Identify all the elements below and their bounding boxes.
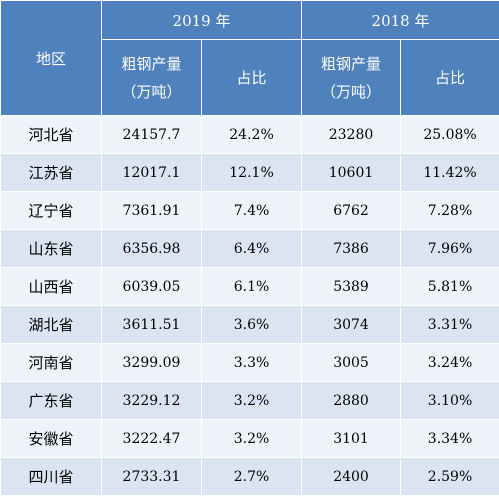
header-output-label: 粗钢产量 — [302, 50, 400, 78]
share-2018-cell: 25.08% — [401, 116, 499, 154]
share-2018-cell: 5.81% — [401, 268, 499, 306]
region-cell: 山东省 — [1, 230, 102, 268]
header-share-2018: 占比 — [401, 40, 499, 116]
region-cell: 广东省 — [1, 382, 102, 420]
output-2018-cell: 3074 — [302, 306, 401, 344]
share-2019-cell: 6.4% — [202, 230, 302, 268]
table-row: 辽宁省 7361.91 7.4% 6762 7.28% — [1, 192, 499, 230]
share-2019-cell: 6.1% — [202, 268, 302, 306]
share-2019-cell: 24.2% — [202, 116, 302, 154]
output-2018-cell: 5389 — [302, 268, 401, 306]
share-2018-cell: 3.24% — [401, 344, 499, 382]
table-row: 河北省 24157.7 24.2% 23280 25.08% — [1, 116, 499, 154]
share-2019-cell: 7.4% — [202, 192, 302, 230]
output-2019-cell: 3611.51 — [102, 306, 202, 344]
output-2019-cell: 3222.47 — [102, 420, 202, 458]
header-year-2019: 2019 年 — [102, 1, 302, 40]
share-2019-cell: 3.3% — [202, 344, 302, 382]
output-2018-cell: 3005 — [302, 344, 401, 382]
output-2018-cell: 23280 — [302, 116, 401, 154]
output-2018-cell: 3101 — [302, 420, 401, 458]
region-cell: 江苏省 — [1, 154, 102, 192]
region-cell: 辽宁省 — [1, 192, 102, 230]
table-row: 广东省 3229.12 3.2% 2880 3.10% — [1, 382, 499, 420]
table-row: 湖北省 3611.51 3.6% 3074 3.31% — [1, 306, 499, 344]
output-2018-cell: 10601 — [302, 154, 401, 192]
share-2019-cell: 3.6% — [202, 306, 302, 344]
output-2019-cell: 12017.1 — [102, 154, 202, 192]
share-2018-cell: 7.96% — [401, 230, 499, 268]
output-2019-cell: 7361.91 — [102, 192, 202, 230]
table-row: 河南省 3299.09 3.3% 3005 3.24% — [1, 344, 499, 382]
header-output-label: 粗钢产量 — [102, 50, 201, 78]
output-2018-cell: 2880 — [302, 382, 401, 420]
share-2018-cell: 3.34% — [401, 420, 499, 458]
share-2019-cell: 3.2% — [202, 382, 302, 420]
header-output-unit: （万吨） — [102, 78, 201, 106]
output-2019-cell: 24157.7 — [102, 116, 202, 154]
share-2018-cell: 3.31% — [401, 306, 499, 344]
header-output-2018: 粗钢产量 （万吨） — [302, 40, 401, 116]
table-row: 江苏省 12017.1 12.1% 10601 11.42% — [1, 154, 499, 192]
share-2018-cell: 7.28% — [401, 192, 499, 230]
output-2019-cell: 3299.09 — [102, 344, 202, 382]
share-2018-cell: 11.42% — [401, 154, 499, 192]
region-cell: 山西省 — [1, 268, 102, 306]
region-cell: 河北省 — [1, 116, 102, 154]
header-region: 地区 — [1, 1, 102, 116]
table-row: 山东省 6356.98 6.4% 7386 7.96% — [1, 230, 499, 268]
region-cell: 湖北省 — [1, 306, 102, 344]
region-cell: 安徽省 — [1, 420, 102, 458]
header-output-unit: （万吨） — [302, 78, 400, 106]
output-2018-cell: 7386 — [302, 230, 401, 268]
output-2019-cell: 6356.98 — [102, 230, 202, 268]
table-row: 山西省 6039.05 6.1% 5389 5.81% — [1, 268, 499, 306]
output-2019-cell: 6039.05 — [102, 268, 202, 306]
header-share-2019: 占比 — [202, 40, 302, 116]
share-2019-cell: 12.1% — [202, 154, 302, 192]
output-2019-cell: 3229.12 — [102, 382, 202, 420]
header-year-2018: 2018 年 — [302, 1, 499, 40]
table-row: 安徽省 3222.47 3.2% 3101 3.34% — [1, 420, 499, 458]
header-output-2019: 粗钢产量 （万吨） — [102, 40, 202, 116]
share-2018-cell: 3.10% — [401, 382, 499, 420]
share-2019-cell: 3.2% — [202, 420, 302, 458]
output-2018-cell: 6762 — [302, 192, 401, 230]
region-cell: 河南省 — [1, 344, 102, 382]
